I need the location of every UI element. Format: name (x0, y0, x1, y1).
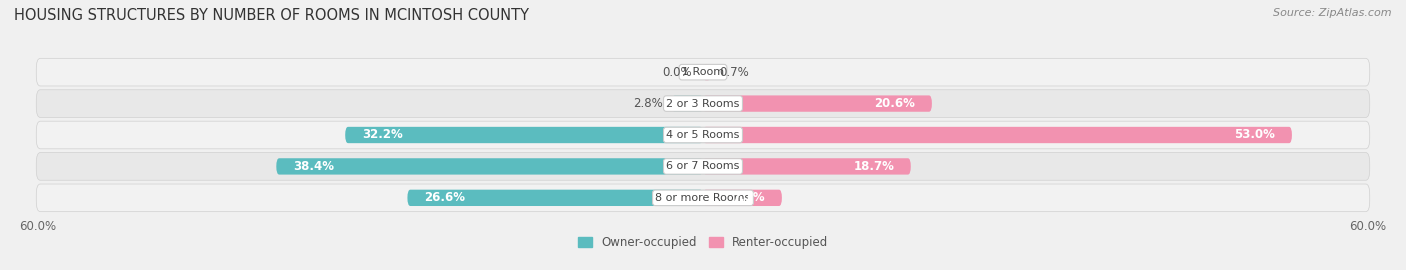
Text: 1 Room: 1 Room (682, 67, 724, 77)
Text: 7.1%: 7.1% (733, 191, 765, 204)
Text: 4 or 5 Rooms: 4 or 5 Rooms (666, 130, 740, 140)
Text: 38.4%: 38.4% (292, 160, 335, 173)
FancyBboxPatch shape (37, 153, 1369, 180)
FancyBboxPatch shape (703, 95, 932, 112)
Text: 2.8%: 2.8% (633, 97, 664, 110)
Text: HOUSING STRUCTURES BY NUMBER OF ROOMS IN MCINTOSH COUNTY: HOUSING STRUCTURES BY NUMBER OF ROOMS IN… (14, 8, 529, 23)
FancyBboxPatch shape (703, 127, 1292, 143)
FancyBboxPatch shape (37, 184, 1369, 212)
FancyBboxPatch shape (672, 95, 703, 112)
FancyBboxPatch shape (703, 64, 711, 80)
Text: 20.6%: 20.6% (875, 97, 915, 110)
Text: 26.6%: 26.6% (425, 191, 465, 204)
Text: 60.0%: 60.0% (20, 221, 56, 234)
Text: Source: ZipAtlas.com: Source: ZipAtlas.com (1274, 8, 1392, 18)
FancyBboxPatch shape (277, 158, 703, 175)
FancyBboxPatch shape (703, 190, 782, 206)
FancyBboxPatch shape (408, 190, 703, 206)
Legend: Owner-occupied, Renter-occupied: Owner-occupied, Renter-occupied (572, 231, 834, 254)
Text: 32.2%: 32.2% (361, 129, 402, 141)
Text: 18.7%: 18.7% (853, 160, 894, 173)
FancyBboxPatch shape (37, 90, 1369, 117)
FancyBboxPatch shape (37, 58, 1369, 86)
Text: 0.0%: 0.0% (662, 66, 692, 79)
Text: 60.0%: 60.0% (1350, 221, 1386, 234)
FancyBboxPatch shape (703, 158, 911, 175)
Text: 6 or 7 Rooms: 6 or 7 Rooms (666, 161, 740, 171)
Text: 2 or 3 Rooms: 2 or 3 Rooms (666, 99, 740, 109)
Text: 8 or more Rooms: 8 or more Rooms (655, 193, 751, 203)
FancyBboxPatch shape (37, 121, 1369, 149)
FancyBboxPatch shape (346, 127, 703, 143)
Text: 0.7%: 0.7% (720, 66, 749, 79)
Text: 53.0%: 53.0% (1234, 129, 1275, 141)
